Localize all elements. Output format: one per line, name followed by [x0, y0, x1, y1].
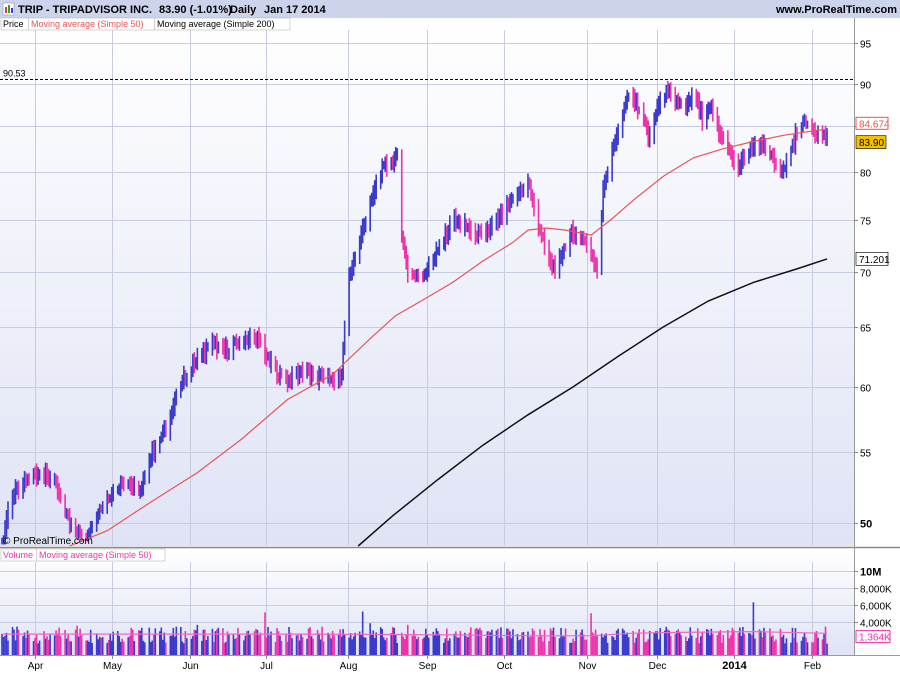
volume-tick-label: 8,000K	[860, 585, 892, 596]
month-label: Nov	[579, 661, 597, 672]
last-price-badge: 83.90	[855, 135, 887, 149]
volume-tick-label: 4,000K	[860, 619, 892, 630]
price-bars	[1, 80, 828, 545]
price-tick-label: 60	[860, 384, 872, 395]
time-axis: Apr May Jun Jul Aug Sep Oct Nov Dec 2014 Feb	[28, 655, 822, 672]
time-grid	[35, 30, 813, 655]
month-label: Apr	[28, 661, 44, 672]
volume-last-value: 1,364K	[859, 633, 891, 644]
ma50-value: 84.674	[859, 119, 890, 130]
resistance-label: 90.53	[3, 69, 26, 79]
volume-legend: Volume Moving average (Simple 50)	[0, 548, 166, 562]
quote-text: 83.90 (-1.01%)	[159, 4, 232, 16]
legend-price: Price	[3, 19, 24, 29]
month-label: Feb	[804, 661, 822, 672]
price-tick-label: 70	[860, 269, 872, 280]
legend-ma200: Moving average (Simple 200)	[157, 19, 275, 29]
header-bar	[0, 0, 900, 18]
legend-ma50: Moving average (Simple 50)	[31, 19, 144, 29]
month-label: Aug	[340, 661, 358, 672]
month-label: Dec	[649, 661, 667, 672]
volume-bars	[1, 602, 828, 655]
watermark: © ProRealTime.com	[3, 536, 93, 547]
ma50-line	[69, 128, 828, 547]
month-label: Sep	[419, 661, 437, 672]
price-legend: Price Moving average (Simple 50) Moving …	[0, 17, 291, 31]
logo-icon	[2, 2, 15, 16]
price-tick-label: 90	[860, 81, 872, 92]
month-label: Jul	[260, 661, 273, 672]
month-label: 2014	[722, 660, 747, 672]
volume-last-badge: 1,364K	[855, 630, 891, 644]
month-label: Oct	[497, 661, 513, 672]
price-tick-label: 65	[860, 324, 872, 335]
volume-ma-line	[2, 630, 828, 637]
last-price-value: 83.90	[859, 138, 884, 149]
symbol-title: TRIP - TRIPADVISOR INC.	[18, 4, 152, 16]
volume-axis: 4,000K 6,000K 8,000K 10M	[854, 567, 892, 630]
volume-tick-label: 10M	[860, 567, 881, 579]
price-tick-label: 80	[860, 169, 872, 180]
legend-volume-ma: Moving average (Simple 50)	[39, 550, 152, 560]
month-label: Jun	[182, 661, 198, 672]
price-axis: 50 55 60 65 70 75 80 90 95	[854, 40, 872, 531]
legend-volume: Volume	[3, 550, 33, 560]
price-tick-label: 50	[860, 519, 872, 531]
price-tick-label: 55	[860, 449, 872, 460]
price-tick-label: 95	[860, 40, 872, 51]
price-tick-label: 75	[860, 217, 872, 228]
volume-tick-label: 6,000K	[860, 602, 892, 613]
month-label: May	[103, 661, 122, 672]
period-text: Daily	[230, 4, 257, 16]
ma200-badge: 71.201	[855, 251, 890, 266]
ma50-badge: 84.674	[855, 116, 890, 130]
site-link[interactable]: www.ProRealTime.com	[775, 4, 897, 16]
date-text: Jan 17 2014	[264, 4, 327, 16]
ma200-value: 71.201	[859, 255, 890, 266]
ma200-line	[357, 258, 828, 547]
